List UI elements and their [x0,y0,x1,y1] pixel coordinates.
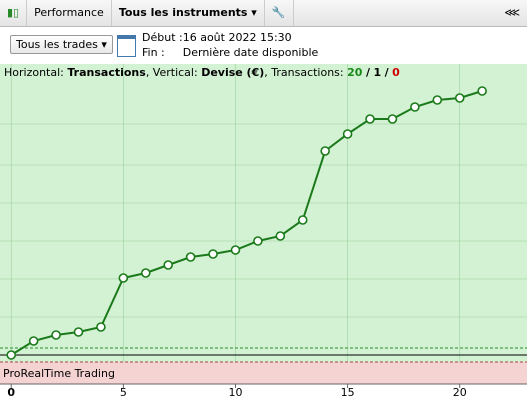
point [51,330,61,340]
loss-band [0,362,527,384]
point [6,350,17,360]
start: 16 août 2022 15:30 [182,31,292,44]
plot-bg [0,64,527,362]
x-tick-label: 10 [228,386,242,399]
point [73,327,84,337]
point [275,231,286,241]
point [387,114,398,124]
chart-header: Horizontal: Transactions, Vertical: Devi… [4,66,400,79]
point [230,245,241,255]
sep: / [366,66,371,79]
equity-line [10,90,483,356]
toolbar: ▮▯ Performance Tous les instruments ▾ 🔧 … [0,0,527,27]
sep: / [385,66,390,79]
end-label: Fin : [142,46,165,59]
losses: 0 [392,66,400,79]
trades: Tous les trades [16,38,98,51]
x-tick-label: 0 [7,386,15,399]
v-value: Devise (€) [201,66,264,79]
h-label: Horizontal: [4,66,64,79]
h-value: Transactions [67,66,146,79]
end-row: Fin : Dernière date disponible [142,46,318,59]
neutral: 1 [373,66,381,79]
x-tick-label: 15 [341,386,355,399]
point [342,129,353,139]
tab[interactable]: Performance [27,0,112,26]
point [477,86,487,96]
point [163,260,173,270]
filters: Tous les trades ▾ Début :16 août 2022 15… [0,27,527,64]
point [96,322,106,332]
chart: Horizontal: Transactions, Vertical: Devi… [0,64,527,399]
calendar-icon[interactable] [117,35,136,57]
settings-icon[interactable]: 🔧 [265,0,294,26]
point [253,236,263,246]
trades-dropdown[interactable]: Tous les trades ▾ [10,35,113,54]
start-row: Début :16 août 2022 15:30 [142,31,292,44]
instruments: Tous les instruments [118,6,248,19]
start-label: Début : [142,31,183,44]
share-icon[interactable]: ⋘ [504,6,520,19]
x-tick-label: 20 [453,386,467,399]
t-label: , Transactions: [264,66,343,79]
point [410,102,420,112]
x-tick-label: 5 [120,386,127,399]
point [208,249,218,259]
point [140,268,151,278]
point [185,252,196,262]
wins: 20 [347,66,363,79]
point [28,336,39,346]
point [320,146,330,156]
point [432,95,443,105]
end: Dernière date disponible [182,46,319,59]
chart-icon[interactable]: ▮▯ [0,0,28,26]
point [297,215,308,225]
footer-label: ProRealTime Trading [3,367,115,380]
v-label: , Vertical: [146,66,198,79]
point [118,273,129,283]
instruments-menu[interactable]: Tous les instruments ▾ [112,0,265,26]
point [454,93,465,103]
point [365,114,375,124]
